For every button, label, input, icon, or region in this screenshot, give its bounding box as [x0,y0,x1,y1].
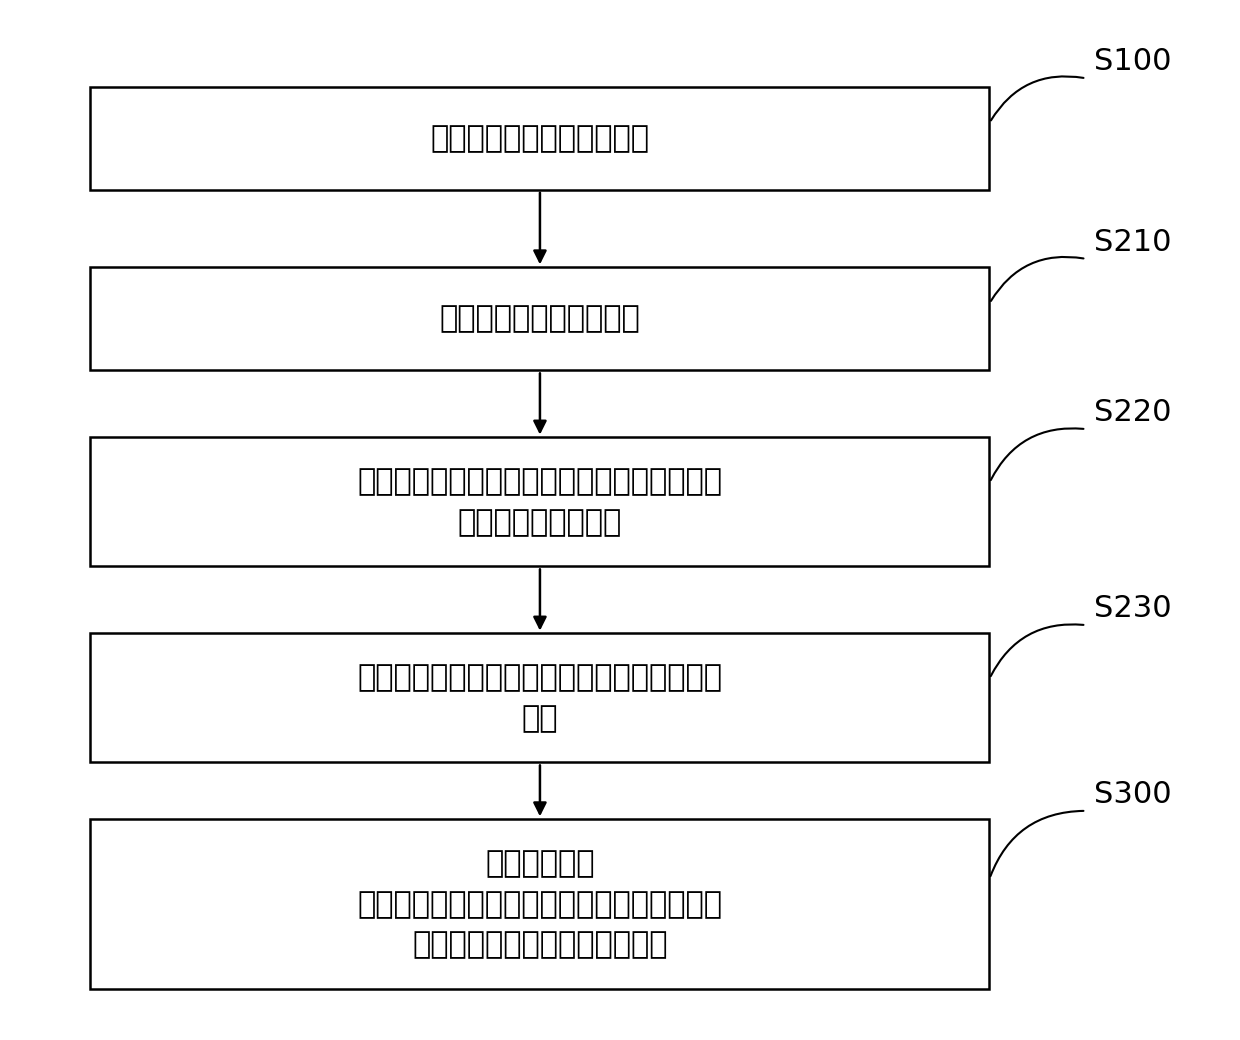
Text: 根据比较结果
调节目标区域的空调风量，以减小空调外机所
处环境温度与温度阈值的温度差: 根据比较结果 调节目标区域的空调风量，以减小空调外机所 处环境温度与温度阈值的温… [357,850,723,959]
Text: S300: S300 [1094,780,1172,809]
Text: S220: S220 [1094,398,1172,427]
Text: 获取空调外机所处环境温度: 获取空调外机所处环境温度 [430,124,650,153]
Text: 获取空调的当前运行模式: 获取空调的当前运行模式 [439,305,640,334]
Bar [91,820,990,989]
Text: S100: S100 [1094,48,1172,76]
Bar [91,438,990,567]
Text: 根据当前运行模式从存储的温度阈值数据中，
提取对应的温度阈值: 根据当前运行模式从存储的温度阈值数据中， 提取对应的温度阈值 [357,467,723,537]
Bar [91,267,990,370]
Text: S210: S210 [1094,228,1172,257]
Text: 根据环境温度和提取的温度阈值计算得到温度
差值: 根据环境温度和提取的温度阈值计算得到温度 差值 [357,664,723,733]
Text: S230: S230 [1094,594,1172,623]
Bar [91,86,990,190]
Bar [91,633,990,762]
